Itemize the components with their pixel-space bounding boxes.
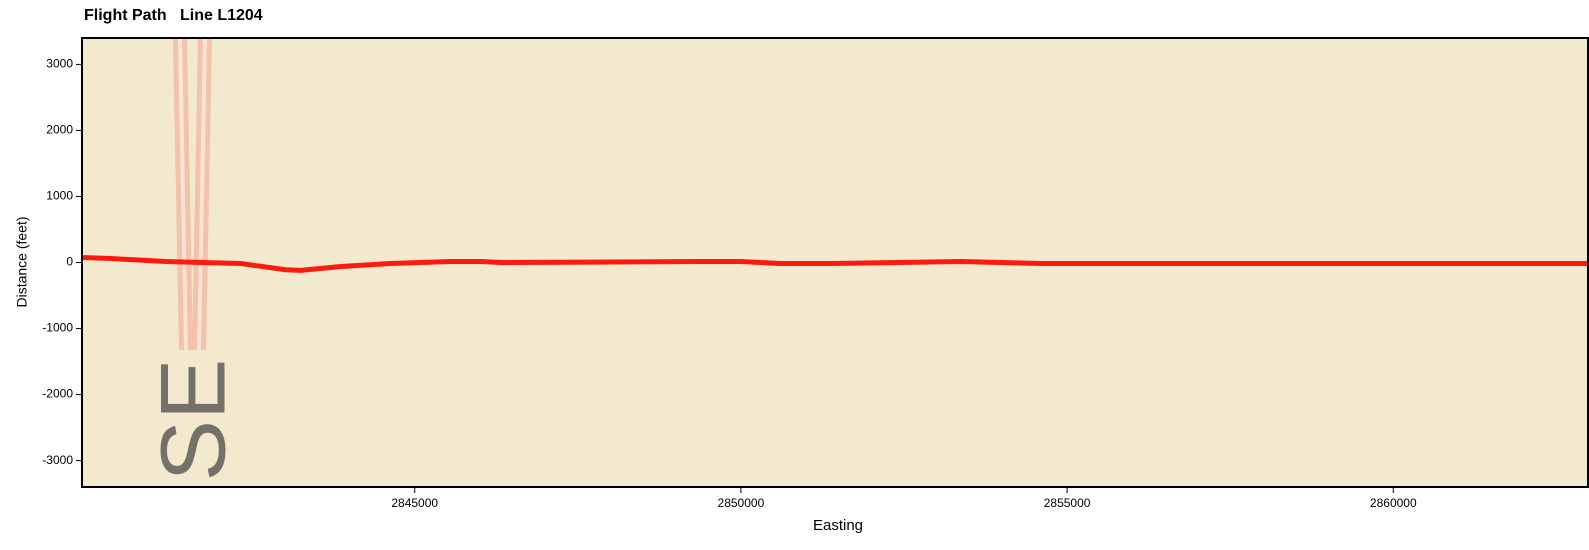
y-axis-label: Distance (feet): [14, 216, 30, 307]
y-tick-label: 3000: [46, 57, 73, 71]
y-tick-label: -1000: [42, 321, 73, 335]
y-tick-label: -2000: [42, 387, 73, 401]
x-tick-label: 2845000: [391, 496, 438, 510]
y-tick-label: 0: [66, 255, 73, 269]
plot-frame: [81, 37, 1589, 488]
chart-title: Flight Path Line L1204: [84, 7, 263, 24]
map-line: [197, 38, 207, 351]
x-tick-label: 2855000: [1044, 496, 1091, 510]
map-line: [178, 38, 188, 351]
y-tick-label: 2000: [46, 123, 73, 137]
x-tick-label: 2850000: [718, 496, 765, 510]
x-tick-label: 2860000: [1370, 496, 1417, 510]
y-tick-label: -3000: [42, 453, 73, 467]
y-tick-label: 1000: [46, 189, 73, 203]
x-axis-label: Easting: [813, 517, 863, 534]
map-background: SE: [142, 38, 244, 481]
flight-line: [82, 255, 1589, 273]
map-label: SE: [142, 359, 244, 482]
